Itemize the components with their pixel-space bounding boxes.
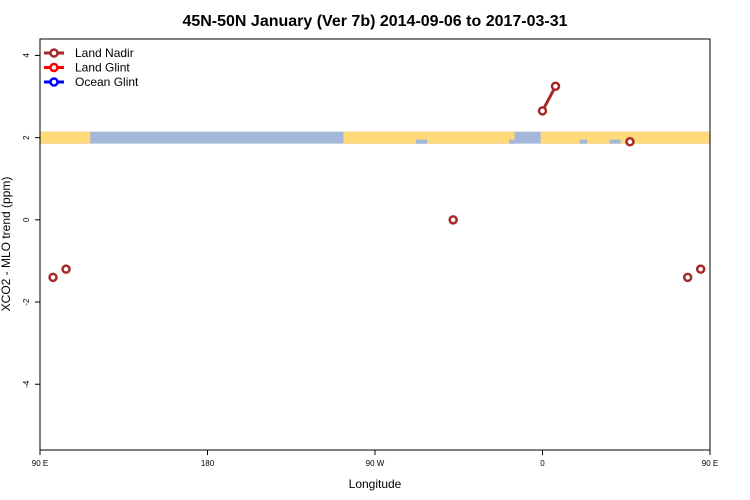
data-point <box>48 272 58 283</box>
map-strip-ocean-notch <box>509 139 515 144</box>
data-point <box>682 272 693 283</box>
legend-marker <box>49 62 59 73</box>
x-tick-label: 90 E <box>32 459 48 468</box>
plot-frame <box>39 38 711 451</box>
map-strip-land <box>343 131 515 144</box>
map-strip-ocean-notch <box>415 139 428 144</box>
y-axis: -4 -2 0 2 4 <box>22 53 40 388</box>
y-tick-label: -2 <box>22 298 31 306</box>
data-point <box>695 264 706 274</box>
x-tick-label: 180 <box>201 459 215 468</box>
y-tick-label: 4 <box>22 53 31 58</box>
legend-label: Land Glint <box>75 61 130 75</box>
x-tick-label: 90 E <box>702 459 718 468</box>
series-layer <box>48 81 706 283</box>
data-point <box>61 264 71 274</box>
legend-marker <box>49 48 59 58</box>
legend-label: Ocean Glint <box>75 75 139 89</box>
data-point <box>550 81 561 92</box>
x-axis-label: Longitude <box>349 477 402 491</box>
map-strip-ocean-notch <box>579 139 588 144</box>
chart-title: 45N-50N January (Ver 7b) 2014-09-06 to 2… <box>182 13 567 30</box>
data-point <box>625 137 635 147</box>
legend-label: Land Nadir <box>75 46 134 60</box>
legend-marker <box>49 77 59 87</box>
data-point <box>448 215 458 225</box>
y-tick-label: -4 <box>22 380 31 388</box>
y-axis-label: XCO2 - MLO trend (ppm) <box>0 177 13 312</box>
x-tick-label: 90 W <box>366 459 385 468</box>
map-strip-ocean-notch <box>609 139 621 144</box>
map-strip <box>40 131 710 144</box>
map-strip-land <box>40 131 91 144</box>
x-tick-label: 0 <box>540 459 545 468</box>
y-tick-label: 0 <box>22 217 31 222</box>
y-tick-label: 2 <box>22 135 31 140</box>
data-point <box>537 106 548 116</box>
x-axis: 90 E 180 90 W 0 90 E <box>32 450 718 468</box>
